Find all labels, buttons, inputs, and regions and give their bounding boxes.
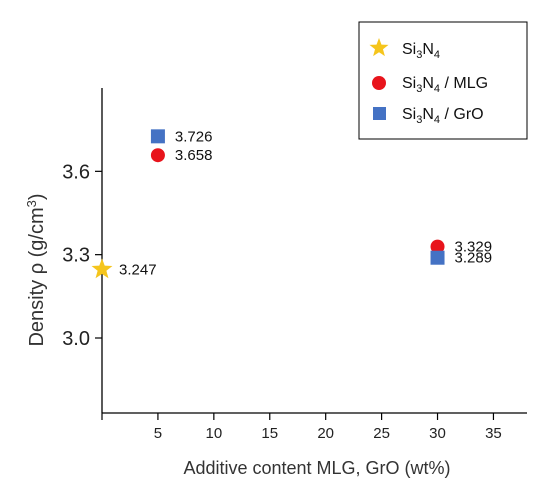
data-value-label: 3.247 xyxy=(119,261,157,278)
data-value-label: 3.658 xyxy=(175,147,213,164)
y-tick-label: 3.6 xyxy=(62,161,90,183)
y-axis-label-rho: ρ xyxy=(26,263,48,274)
data-point-circle xyxy=(430,239,445,254)
y-axis-label: Density ρ (g/cm3) xyxy=(24,193,48,346)
x-axis-label: Additive content MLG, GrO (wt%) xyxy=(183,458,450,478)
legend-label-si3n4-gro: Si3N4 / GrO xyxy=(402,106,484,126)
legend-label-si3n4-mlg: Si3N4 / MLG xyxy=(402,75,488,95)
data-point-square xyxy=(150,129,165,144)
square-marker-icon xyxy=(373,107,386,120)
legend: Si3N4 Si3N4 / MLG Si3N4 / GrO xyxy=(358,21,528,140)
data-value-label: 3.726 xyxy=(175,128,213,145)
data-point-star xyxy=(91,258,113,279)
axes xyxy=(101,88,527,414)
x-tick-label: 30 xyxy=(429,425,446,442)
y-axis-label-close: ) xyxy=(26,193,48,200)
x-tick-label: 5 xyxy=(154,425,162,442)
legend-entry-si3n4-gro: Si3N4 / GrO xyxy=(373,106,484,126)
data-point-square xyxy=(430,250,445,265)
x-tick-label: 20 xyxy=(317,425,334,442)
y-tick-label: 3.0 xyxy=(62,328,90,350)
legend-label-si3n4: Si3N4 xyxy=(402,41,440,61)
legend-entry-si3n4-mlg: Si3N4 / MLG xyxy=(372,75,488,95)
y-axis-label-text: Density xyxy=(26,274,48,346)
y-axis-label-unit: (g/cm xyxy=(26,207,48,263)
circle-marker-icon xyxy=(372,76,386,90)
data-points xyxy=(91,129,445,279)
y-axis-label-superscript: 3 xyxy=(24,200,39,207)
legend-box xyxy=(358,21,528,140)
x-tick-label: 10 xyxy=(205,425,222,442)
y-tick-label: 3.3 xyxy=(62,245,90,267)
data-value-label: 3.329 xyxy=(455,239,493,256)
legend-entry-si3n4: Si3N4 xyxy=(369,38,440,61)
data-labels: 3.247 3.658 3.329 3.726 3.289 xyxy=(119,128,492,278)
x-tick-label: 15 xyxy=(261,425,278,442)
y-ticks: 3.0 3.3 3.6 xyxy=(62,161,102,350)
star-marker-icon xyxy=(369,38,389,57)
x-tick-label: 25 xyxy=(373,425,390,442)
x-ticks: 5 10 15 20 25 30 35 xyxy=(101,413,502,442)
data-point-circle xyxy=(150,148,165,163)
x-tick-label: 35 xyxy=(485,425,502,442)
data-value-label: 3.289 xyxy=(455,250,493,267)
